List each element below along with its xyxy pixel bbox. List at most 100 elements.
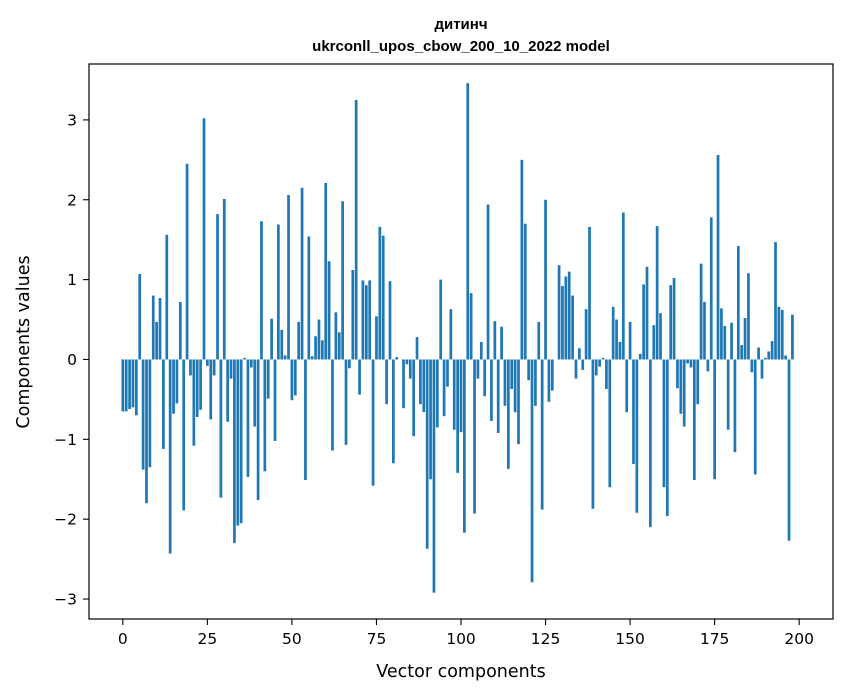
bar [679, 359, 683, 414]
bar [601, 357, 605, 360]
bar [676, 359, 679, 389]
bar [192, 359, 196, 446]
bar [206, 359, 209, 366]
bar [331, 359, 334, 451]
bar [608, 359, 612, 488]
chart-subtitle: ukrconll_upos_cbow_200_10_2022 model [312, 38, 610, 55]
bar [280, 329, 284, 360]
x-tick-label: 75 [367, 630, 387, 648]
bar [392, 359, 395, 464]
bar [584, 309, 588, 360]
bar [128, 359, 131, 409]
bar [209, 359, 213, 420]
bar [145, 359, 148, 504]
bar [124, 359, 128, 412]
bar [571, 295, 574, 360]
x-axis: 0 25 50 75 100 125 150 175 200 [118, 619, 814, 648]
bar [605, 359, 608, 390]
bar [625, 359, 629, 413]
bar [385, 359, 388, 405]
bar [740, 345, 744, 360]
bar [408, 359, 412, 379]
bar [706, 359, 710, 372]
bar [469, 293, 473, 360]
bar [141, 359, 145, 470]
bar [219, 359, 223, 498]
y-tick-label: 0 [67, 351, 77, 369]
bar [473, 359, 476, 514]
bar [476, 359, 480, 379]
bar [405, 359, 409, 365]
bar [723, 325, 727, 360]
bar [233, 359, 236, 544]
bar [618, 341, 622, 360]
bar [138, 274, 142, 360]
bar [743, 317, 747, 360]
bar [449, 309, 453, 360]
bar [344, 359, 348, 445]
bar [222, 198, 226, 360]
bar [287, 194, 290, 360]
bar [297, 321, 301, 360]
bar [638, 353, 642, 360]
bar [337, 332, 341, 360]
bar [212, 359, 216, 376]
bar [162, 359, 165, 449]
bar [720, 308, 723, 360]
bar [564, 276, 568, 360]
bar [459, 359, 463, 433]
bar [178, 301, 182, 360]
bar [537, 321, 541, 360]
bar [479, 341, 483, 360]
bar [121, 359, 125, 412]
bar [645, 266, 649, 360]
bar [134, 359, 138, 416]
bar [642, 284, 645, 360]
y-tick-label: −2 [54, 511, 77, 529]
y-axis-label: Components values [14, 255, 34, 428]
bar [561, 286, 564, 360]
bar [452, 359, 456, 430]
bar [249, 359, 253, 368]
bar [185, 163, 189, 360]
bar [547, 359, 551, 402]
bar [422, 359, 426, 413]
bar [229, 359, 233, 379]
bar [277, 224, 280, 360]
bar [567, 271, 571, 360]
bar [611, 306, 615, 360]
bar [175, 359, 179, 404]
bar [753, 359, 757, 475]
bar [266, 359, 270, 399]
bar [699, 263, 703, 360]
bar [202, 118, 206, 360]
x-tick-label: 0 [118, 630, 128, 648]
bar [733, 359, 737, 453]
bar [402, 359, 405, 409]
bar [659, 313, 662, 360]
bar [199, 359, 202, 410]
bar [300, 187, 304, 360]
bar [327, 261, 331, 360]
bar [165, 234, 169, 360]
bar [463, 359, 466, 533]
bar [692, 359, 696, 481]
bar [709, 217, 713, 360]
bar [662, 359, 666, 488]
bar [669, 285, 673, 360]
bar [621, 212, 625, 360]
bar [358, 359, 361, 395]
bar [243, 357, 246, 360]
bar [456, 359, 459, 473]
bar [131, 359, 135, 408]
bar [182, 359, 186, 511]
bar [527, 359, 530, 381]
bar [263, 359, 267, 472]
bar [317, 319, 321, 360]
bar [747, 273, 750, 360]
bar [784, 355, 788, 360]
bar [354, 99, 358, 360]
bar [293, 359, 297, 396]
bar [703, 301, 706, 360]
bar [283, 355, 287, 360]
